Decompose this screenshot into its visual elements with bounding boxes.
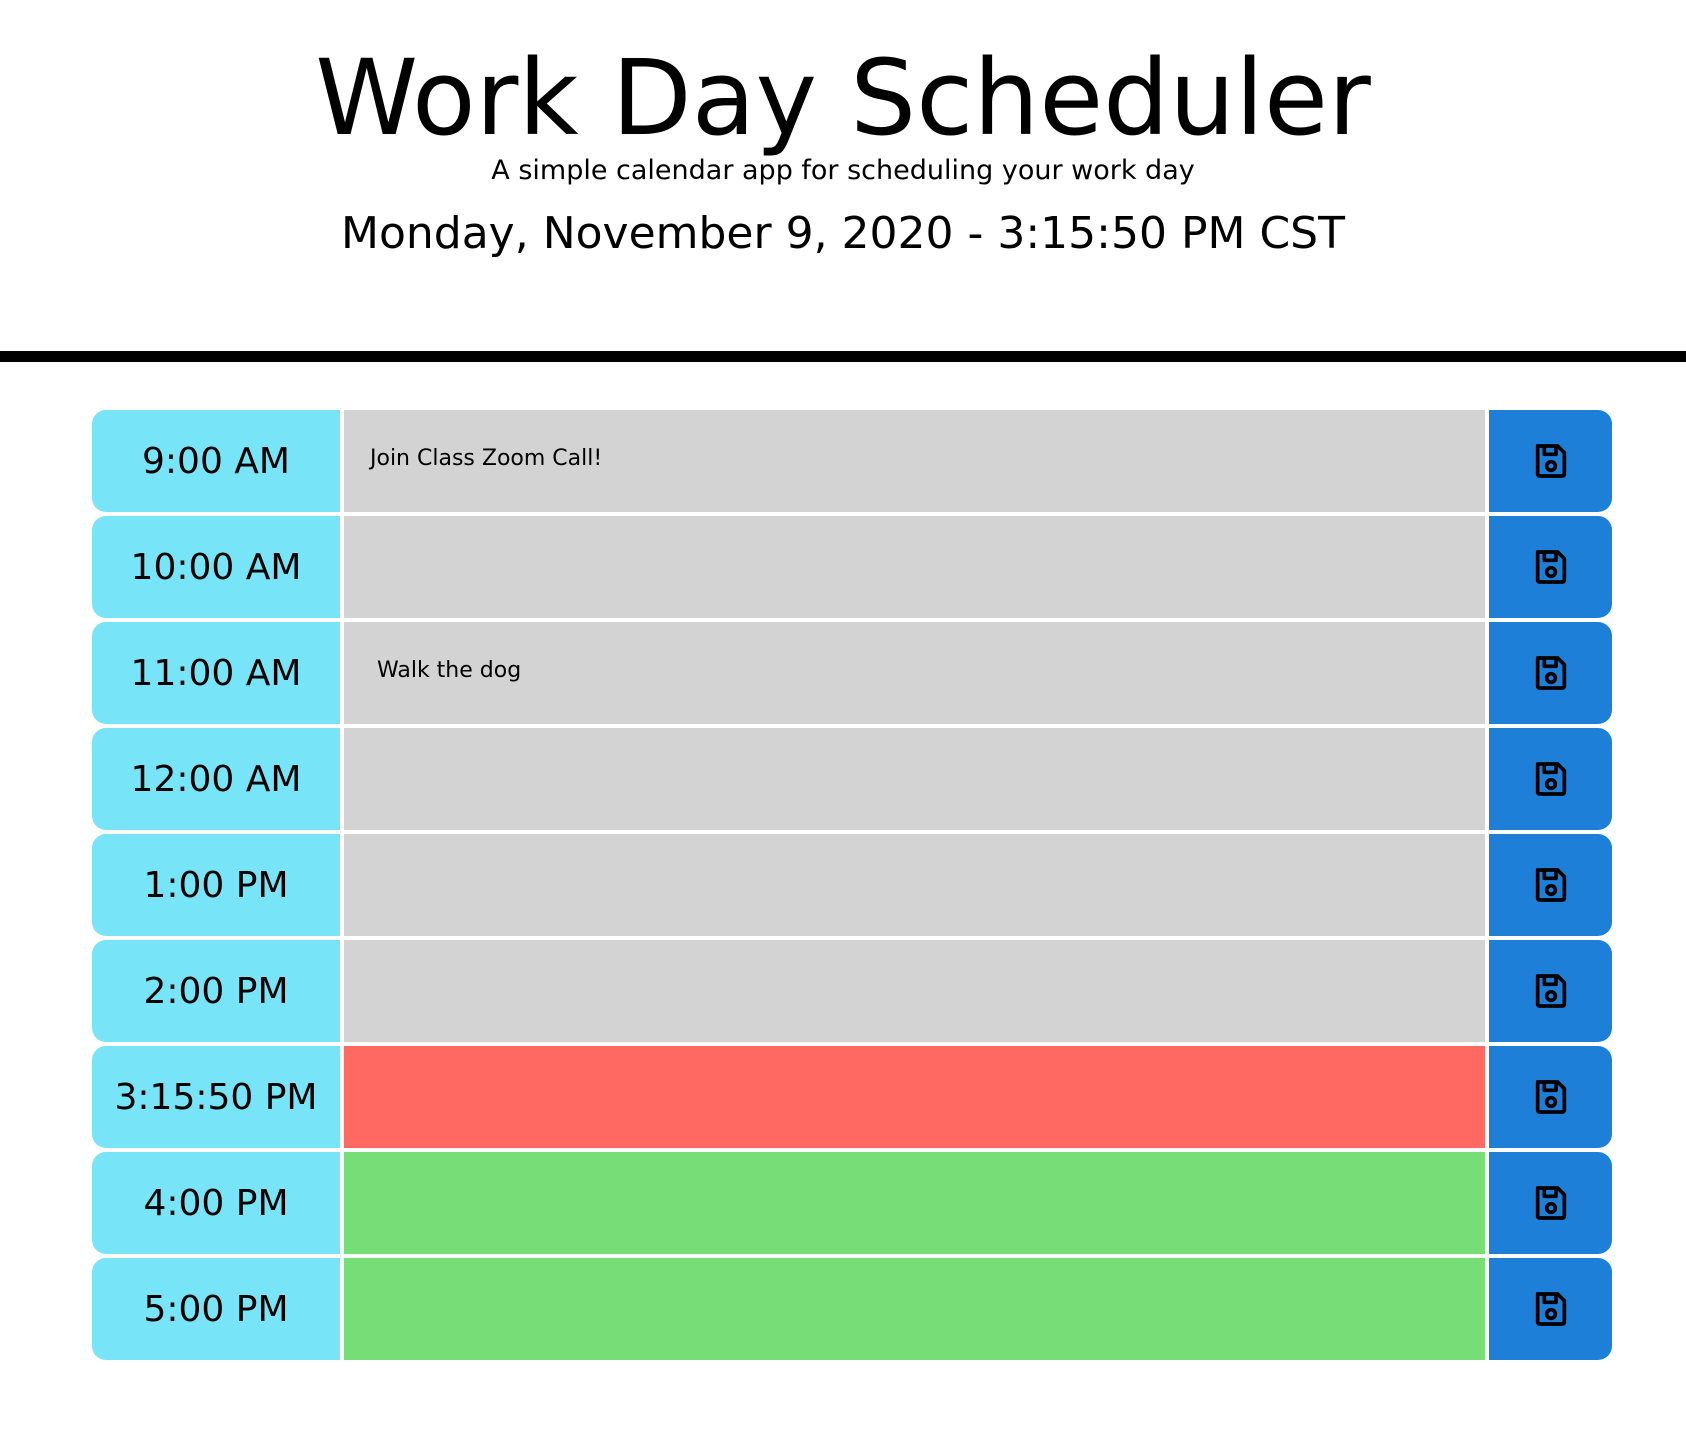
hour-label: 5:00 PM [92,1258,340,1360]
time-block-row: 2:00 PM [92,940,1612,1042]
floppy-disk-icon [1535,762,1566,796]
time-block-row: 10:00 AM [92,516,1612,618]
floppy-disk-icon [1535,1292,1566,1326]
hour-label: 10:00 AM [92,516,340,618]
schedule-container: 9:00 AM Join Class Zoom Call! 10:00 AM 1… [92,410,1612,1364]
floppy-disk-icon [1535,656,1566,690]
time-block-row: 3:15:50 PM [92,1046,1612,1148]
save-button[interactable] [1489,1152,1612,1254]
task-textarea[interactable] [344,834,1485,936]
task-textarea[interactable] [344,516,1485,618]
save-button[interactable] [1489,1258,1612,1360]
task-textarea[interactable] [344,1046,1485,1148]
floppy-disk-icon [1535,974,1566,1008]
task-textarea[interactable] [344,1152,1485,1254]
save-button[interactable] [1489,834,1612,936]
floppy-disk-icon [1535,1080,1566,1114]
time-block-row: 12:00 AM [92,728,1612,830]
floppy-disk-icon [1535,868,1566,902]
page-title: Work Day Scheduler [315,37,1371,159]
task-text: Walk the dog [377,658,522,683]
task-textarea[interactable]: Join Class Zoom Call! [344,410,1485,512]
hour-label: 11:00 AM [92,622,340,724]
current-datetime: Monday, November 9, 2020 - 3:15:50 PM CS… [341,208,1345,259]
hour-label: 4:00 PM [92,1152,340,1254]
task-textarea[interactable]: Walk the dog [344,622,1485,724]
time-block-row: 5:00 PM [92,1258,1612,1360]
time-block-row: 4:00 PM [92,1152,1612,1254]
save-button[interactable] [1489,622,1612,724]
task-textarea[interactable] [344,728,1485,830]
task-textarea[interactable] [344,1258,1485,1360]
page-subtitle: A simple calendar app for scheduling you… [491,155,1195,186]
header-divider [0,351,1686,362]
save-button[interactable] [1489,516,1612,618]
save-button[interactable] [1489,410,1612,512]
hour-label: 1:00 PM [92,834,340,936]
hour-label: 3:15:50 PM [92,1046,340,1148]
floppy-disk-icon [1535,1186,1566,1220]
save-button[interactable] [1489,728,1612,830]
save-button[interactable] [1489,940,1612,1042]
hour-label: 9:00 AM [92,410,340,512]
task-text: Join Class Zoom Call! [370,446,603,471]
floppy-disk-icon [1535,444,1566,478]
floppy-disk-icon [1535,550,1566,584]
time-block-row: 9:00 AM Join Class Zoom Call! [92,410,1612,512]
time-block-row: 11:00 AM Walk the dog [92,622,1612,724]
hour-label: 12:00 AM [92,728,340,830]
time-block-row: 1:00 PM [92,834,1612,936]
hour-label: 2:00 PM [92,940,340,1042]
page-header: Work Day Scheduler A simple calendar app… [0,0,1686,352]
task-textarea[interactable] [344,940,1485,1042]
save-button[interactable] [1489,1046,1612,1148]
